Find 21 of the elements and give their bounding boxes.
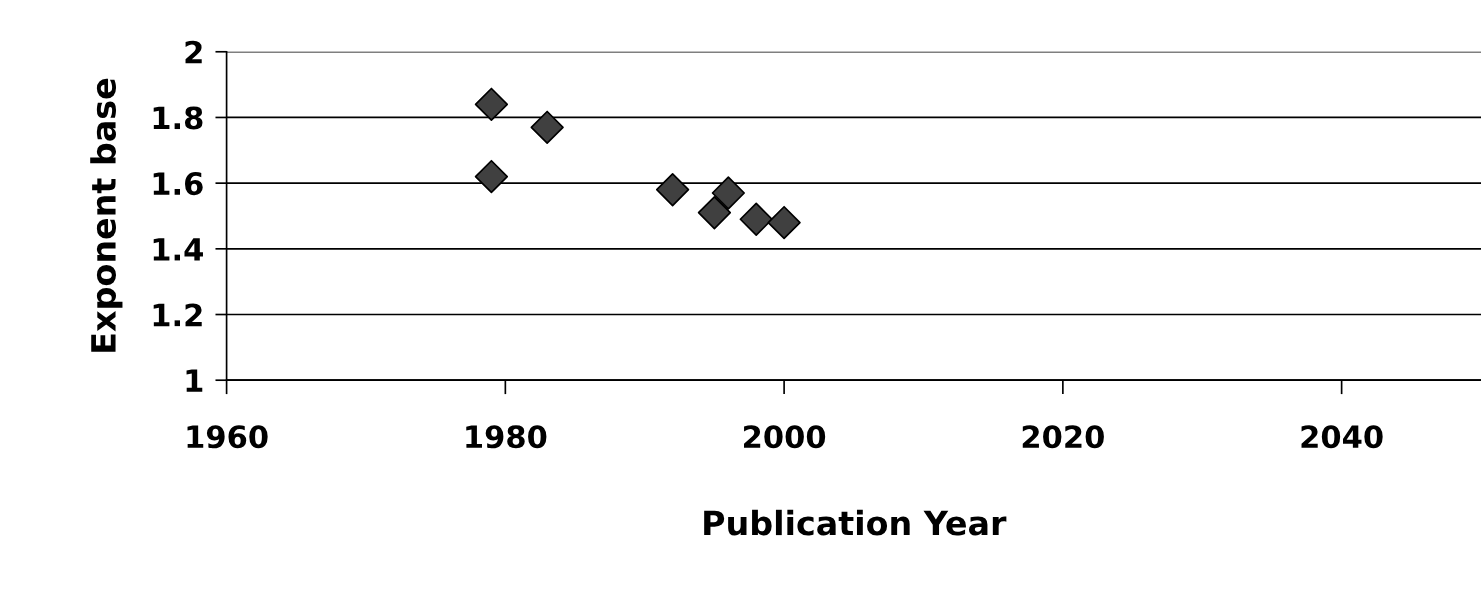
point [474, 87, 509, 121]
y-axis-title: Exponent base [90, 78, 123, 352]
point [697, 196, 732, 230]
x-tick-label: 2020 [1022, 425, 1104, 449]
x-tick-label: 2040 [1301, 425, 1383, 449]
x-axis-title: Publication Year [704, 509, 1007, 536]
point [711, 176, 746, 210]
x-tick-label: 1980 [466, 425, 547, 449]
point [530, 110, 564, 144]
x-tick-label: 2000 [744, 425, 826, 449]
point [655, 173, 690, 207]
point [739, 202, 773, 236]
y-tick-label: 1 [186, 369, 203, 392]
y-tick-label: 1.6 [153, 172, 203, 196]
y-tick-label: 1.4 [153, 238, 203, 261]
y-tick-label: 2 [185, 40, 202, 64]
point [767, 205, 801, 240]
x-tick-label: 1960 [187, 425, 268, 449]
y-tick-label: 1.8 [153, 106, 203, 130]
y-tick-label: 1.2 [153, 303, 202, 327]
point [474, 159, 509, 194]
